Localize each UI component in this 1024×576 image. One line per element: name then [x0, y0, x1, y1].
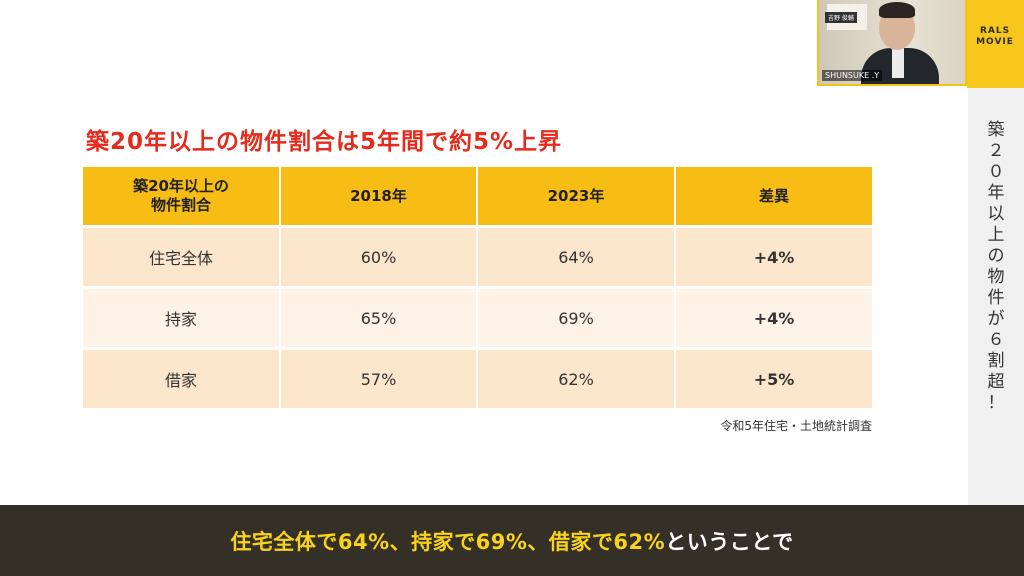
- caption-rest: ということで: [665, 530, 794, 554]
- vertical-title-char: 件: [987, 288, 1005, 308]
- header-2023: 2023年: [477, 167, 676, 227]
- speaker-shirt: [892, 48, 904, 78]
- speaker-name-label: SHUNSUKE .Y: [822, 70, 883, 81]
- side-panel: [968, 88, 1024, 505]
- vertical-title-char: 以: [987, 204, 1005, 224]
- speaker-nameplate: 吉野 俊輔: [825, 12, 857, 23]
- logo-line1: RALS: [979, 26, 1011, 36]
- vertical-title-char: 割: [987, 351, 1005, 371]
- row-label: 持家: [83, 286, 281, 349]
- vertical-title-char: ！: [987, 393, 1005, 413]
- value-diff: +5%: [675, 347, 872, 408]
- vertical-title-char: 年: [987, 183, 1005, 203]
- row-label: 住宅全体: [83, 225, 281, 288]
- value-2023: 62%: [477, 347, 676, 408]
- value-diff: +4%: [675, 286, 872, 349]
- slide-canvas: 築20年以上の物件割合は5年間で約5%上昇 築20年以上の 物件割合 2018年 …: [83, 129, 872, 433]
- value-2023: 64%: [477, 225, 676, 288]
- header-2018: 2018年: [280, 167, 478, 227]
- table-header-row: 築20年以上の 物件割合 2018年 2023年 差異: [83, 167, 872, 227]
- value-diff: +4%: [675, 225, 872, 288]
- vertical-title: 築 ２ ０ 年以上の物件が ６ 割超！: [982, 120, 1010, 414]
- header-category-line2: 物件割合: [150, 196, 211, 214]
- vertical-title-char: 物: [987, 267, 1005, 287]
- vertical-title-char: 築: [987, 120, 1005, 140]
- header-category-line1: 築20年以上の: [133, 177, 229, 195]
- value-2018: 60%: [280, 225, 478, 288]
- rals-movie-logo: RALS MOVIE: [972, 26, 1018, 48]
- caption-highlight: 住宅全体で64%、持家で69%、借家で62%: [230, 530, 666, 554]
- vertical-title-char: ２: [987, 141, 1005, 161]
- logo-line2: MOVIE: [976, 37, 1014, 47]
- row-label: 借家: [83, 347, 281, 408]
- logo-panel: [967, 0, 1024, 88]
- table-row: 持家 65% 69% +4%: [83, 286, 872, 349]
- vertical-title-char: ０: [987, 162, 1005, 182]
- vertical-title-char: ６: [987, 330, 1005, 350]
- caption-text: 住宅全体で64%、持家で69%、借家で62%ということで: [0, 526, 1024, 556]
- slide-title: 築20年以上の物件割合は5年間で約5%上昇: [86, 129, 563, 155]
- source-note: 令和5年住宅・土地統計調査: [720, 419, 872, 433]
- comparison-table: 築20年以上の 物件割合 2018年 2023年 差異 住宅全体 60% 64% …: [83, 167, 872, 408]
- vertical-title-char: 超: [987, 372, 1005, 392]
- vertical-title-char: 上: [987, 225, 1005, 245]
- table-row: 住宅全体 60% 64% +4%: [83, 225, 872, 288]
- value-2018: 65%: [280, 286, 478, 349]
- value-2023: 69%: [477, 286, 676, 349]
- vertical-title-char: が: [987, 309, 1005, 329]
- header-category: 築20年以上の 物件割合: [83, 167, 281, 227]
- speaker-hair: [879, 2, 915, 18]
- caption-bar: [0, 505, 1024, 576]
- header-diff: 差異: [675, 167, 872, 227]
- vertical-title-char: の: [987, 246, 1005, 266]
- table-row: 借家 57% 62% +5%: [83, 347, 872, 408]
- value-2018: 57%: [280, 347, 478, 408]
